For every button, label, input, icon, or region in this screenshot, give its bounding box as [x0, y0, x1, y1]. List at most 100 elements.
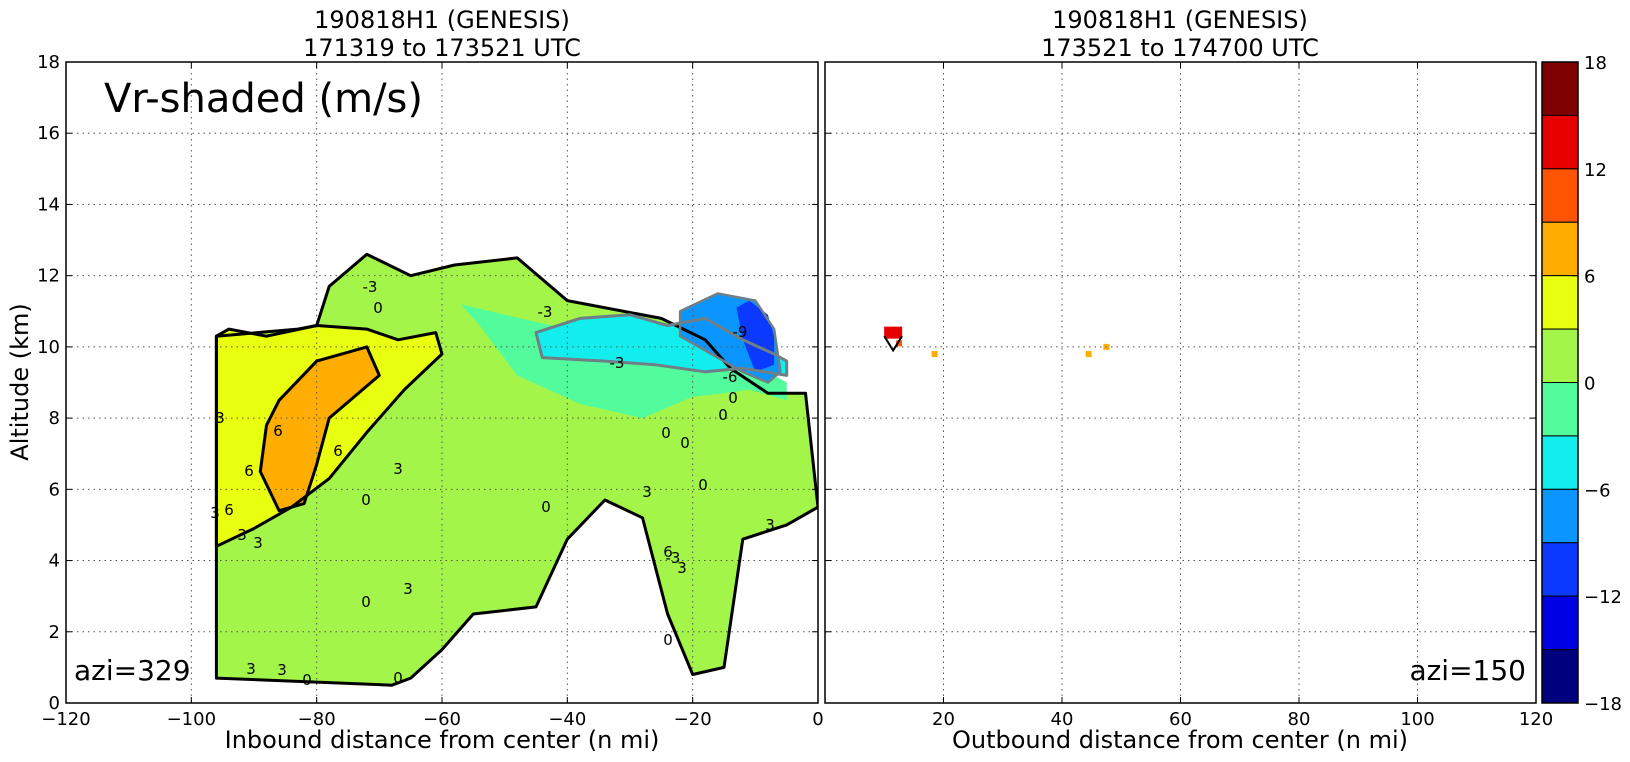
contour-label: 0 [661, 424, 671, 442]
left-x-ticks: −120 −100 −80 −60 −40 −20 0 [41, 62, 824, 730]
contour-label: 0 [361, 491, 371, 509]
contour-label: -3 [538, 303, 553, 321]
y-tick-label: 14 [37, 194, 60, 215]
data-point [931, 351, 938, 358]
contour-label: -6 [723, 368, 738, 386]
contour-label: 6 [663, 543, 673, 561]
data-point [884, 326, 903, 339]
left-y-ticks: 0 2 4 6 8 10 12 14 16 18 [37, 52, 818, 714]
contour-label: -3 [363, 278, 378, 296]
x-tick-label: −20 [674, 709, 712, 730]
right-title: 190818H1 (GENESIS) [1052, 6, 1308, 34]
contour-label: 3 [246, 660, 256, 678]
colorbar-segment [1541, 114, 1579, 170]
colorbar-tick-label: 18 [1584, 53, 1607, 74]
colorbar-segment [1541, 649, 1579, 704]
colorbar-tick-label: −12 [1584, 587, 1622, 608]
right-azimuth-label: azi=150 [1409, 654, 1526, 687]
contour-label: 3 [237, 526, 247, 544]
shading-annotation: Vr-shaded (m/s) [104, 76, 423, 122]
right-field-layer [883, 326, 1110, 358]
colorbar-segment [1541, 542, 1579, 597]
contour-label: 3 [253, 534, 263, 552]
field-region-6 [736, 300, 775, 372]
contour-label: 0 [361, 593, 371, 611]
x-tick-label: 120 [1519, 709, 1553, 730]
contour-label: 0 [718, 406, 728, 424]
contour-label: 0 [698, 476, 708, 494]
contour-label: 0 [373, 299, 383, 317]
x-tick-label: 80 [1288, 709, 1311, 730]
right-panel: 190818H1 (GENESIS) 173521 to 174700 UTC … [824, 6, 1553, 754]
x-tick-label: 40 [1051, 709, 1074, 730]
contour-line-2 [214, 252, 818, 687]
data-point [896, 340, 903, 347]
left-subtitle: 171319 to 173521 UTC [303, 34, 581, 62]
y-axis-label: Altitude (km) [6, 303, 34, 460]
contour-label: 3 [393, 460, 403, 478]
contour-label: -3 [610, 354, 625, 372]
left-field-layer [216, 254, 818, 686]
contour-label: 3 [210, 504, 220, 522]
y-tick-label: 2 [49, 622, 60, 643]
y-tick-label: 6 [49, 479, 60, 500]
contour-line-3 [534, 313, 789, 377]
colorbar: 18 12 6 0 −6 −12 −18 [1541, 53, 1622, 715]
contour-label: 3 [215, 409, 225, 427]
colorbar-segment [1541, 435, 1579, 490]
contour-label: 3 [677, 559, 687, 577]
y-tick-label: 0 [49, 693, 60, 714]
colorbar-tick-label: −18 [1584, 694, 1622, 715]
left-azimuth-label: azi=329 [74, 654, 191, 687]
x-tick-label: −120 [41, 709, 90, 730]
contour-label: 0 [393, 669, 403, 687]
contour-line-0 [214, 324, 444, 548]
contour-line-4 [678, 292, 782, 384]
colorbar-tick-label: 6 [1584, 267, 1595, 288]
colorbar-segment [1541, 221, 1579, 277]
colorbar-tick-label: 12 [1584, 160, 1607, 181]
right-grid [825, 61, 1536, 704]
data-point [1085, 351, 1092, 358]
right-contour-line [883, 335, 903, 353]
contour-label: 6 [244, 462, 254, 480]
right-x-ticks: 20 40 60 80 100 120 [824, 62, 1553, 730]
right-x-axis-label: Outbound distance from center (n mi) [952, 726, 1408, 754]
contour-label: -9 [733, 323, 748, 341]
y-tick-label: 18 [37, 52, 60, 73]
y-tick-label: 16 [37, 123, 60, 144]
contour-label: 3 [403, 580, 413, 598]
contour-label: 6 [224, 501, 234, 519]
x-tick-label: −80 [298, 709, 336, 730]
contour-label: 3 [642, 483, 652, 501]
contour-label: 0 [728, 389, 738, 407]
contour-label: 3 [765, 516, 775, 534]
colorbar-segment [1541, 168, 1579, 223]
y-tick-label: 12 [37, 266, 60, 287]
field-region-3 [260, 346, 380, 511]
colorbar-segment [1541, 275, 1579, 330]
x-tick-label: 100 [1400, 709, 1434, 730]
x-tick-label: 60 [1169, 709, 1192, 730]
contour-label: -3 [666, 549, 681, 567]
x-tick-label: 20 [932, 709, 955, 730]
left-panel: 190818H1 (GENESIS) 171319 to 173521 UTC … [6, 6, 824, 754]
contour-label: 6 [333, 442, 343, 460]
x-tick-label: −100 [167, 709, 216, 730]
right-subtitle: 173521 to 174700 UTC [1041, 34, 1319, 62]
x-tick-label: −60 [423, 709, 461, 730]
left-title: 190818H1 (GENESIS) [314, 6, 570, 34]
contour-label: 0 [541, 498, 551, 516]
colorbar-tick-label: 0 [1584, 374, 1595, 395]
contour-label: 0 [663, 631, 673, 649]
colorbar-segment [1541, 488, 1579, 544]
y-tick-label: 4 [49, 551, 60, 572]
y-tick-label: 8 [49, 408, 60, 429]
colorbar-segment [1541, 595, 1579, 651]
y-tick-label: 10 [37, 337, 60, 358]
colorbar-tick-label: −6 [1584, 480, 1611, 501]
contour-line-1 [258, 345, 381, 513]
left-contour-layer [214, 252, 818, 687]
x-tick-label: −40 [548, 709, 586, 730]
